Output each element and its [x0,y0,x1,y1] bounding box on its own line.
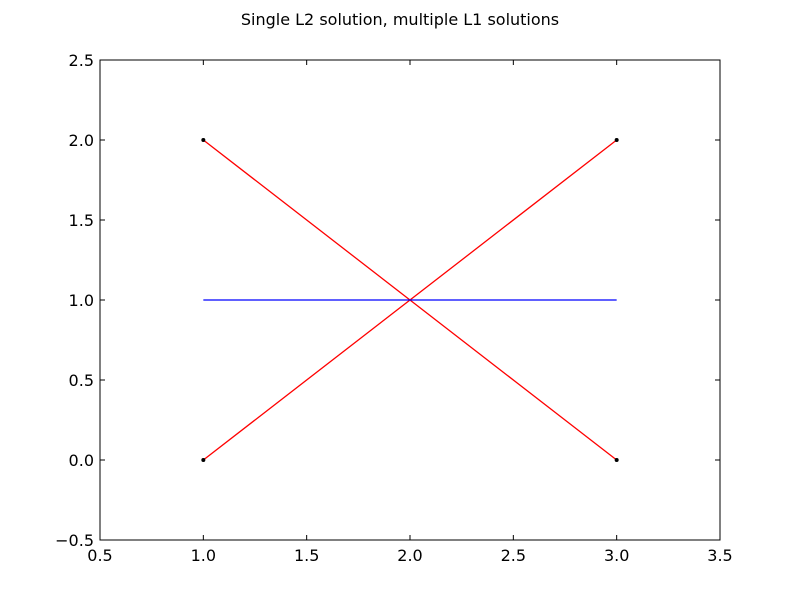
y-tick-label: −0.5 [55,531,94,550]
x-tick-label: 1.5 [294,546,319,565]
data-point-4 [614,458,619,462]
data-point-2 [201,458,206,462]
y-tick-label: 0.5 [69,371,94,390]
points-layer [201,138,619,462]
y-tick-label: 2.0 [69,131,94,150]
y-tick-label: 0.0 [69,451,94,470]
x-tick-label: 3.0 [604,546,629,565]
y-tick-label: 2.5 [69,51,94,70]
y-axis-ticks: −0.5 0.0 0.5 1.0 1.5 2.0 2.5 [55,51,720,550]
x-axis-ticks: 0.5 1.0 1.5 2.0 2.5 3.0 3.5 [87,60,733,565]
data-point-1 [201,138,206,142]
data-point-3 [614,138,619,142]
x-tick-label: 1.0 [191,546,216,565]
y-tick-label: 1.5 [69,211,94,230]
x-tick-label: 0.5 [87,546,112,565]
x-tick-label: 3.5 [707,546,732,565]
x-tick-label: 2.5 [501,546,526,565]
series-layer [202,139,618,461]
chart-title: Single L2 solution, multiple L1 solution… [240,10,560,29]
x-tick-label: 2.0 [397,546,422,565]
y-tick-label: 1.0 [69,291,94,310]
